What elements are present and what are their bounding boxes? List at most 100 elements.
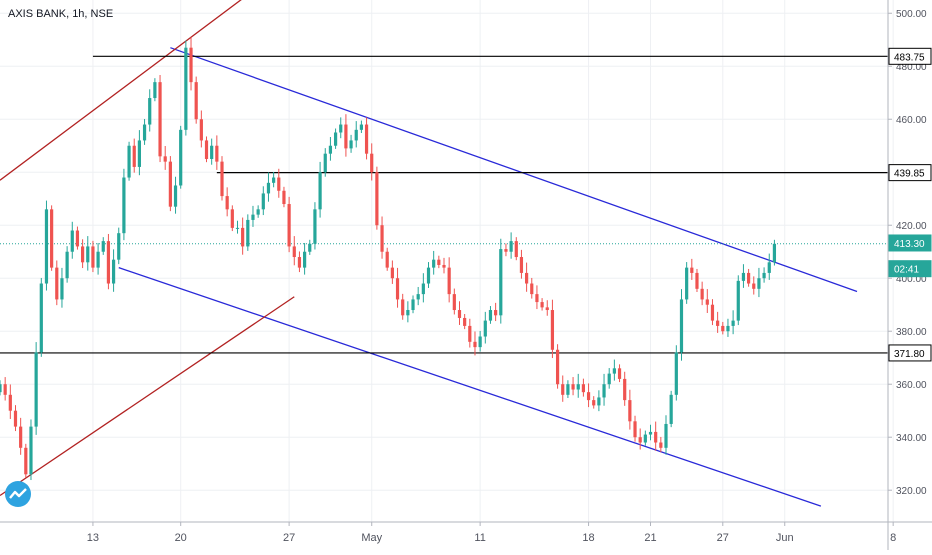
candle-body [411, 299, 415, 311]
tradingview-logo-icon[interactable] [5, 481, 31, 507]
candle-body [380, 225, 384, 252]
candle-body [117, 233, 121, 260]
candle-body [478, 336, 482, 348]
symbol-title: AXIS BANK, 1h, NSE [8, 8, 114, 20]
candle-body [669, 394, 673, 424]
channel-line [0, 296, 295, 497]
candle-body [561, 384, 565, 395]
candle-body [390, 267, 394, 279]
candle-body [339, 124, 343, 133]
price-tick-label: 400.00 [896, 274, 927, 285]
candle-body [432, 259, 436, 268]
candle-body [359, 124, 363, 130]
candle-body [24, 447, 28, 475]
candle-body [757, 278, 761, 289]
candle-body [349, 140, 353, 149]
price-tick-label: 320.00 [896, 486, 927, 497]
price-tick-label: 500.00 [896, 9, 927, 20]
candle-body [215, 145, 219, 162]
candle-body [313, 209, 317, 244]
time-tick-label: 20 [175, 532, 187, 544]
candle-body [530, 283, 534, 295]
candle-body [401, 299, 405, 316]
candle-body [266, 182, 271, 194]
candle-body [354, 129, 358, 141]
candle-body [287, 204, 291, 247]
candle-body [173, 185, 178, 207]
candle-body [535, 294, 539, 303]
candle-body [303, 251, 307, 268]
candle-body [318, 172, 322, 210]
price-tag [888, 344, 932, 362]
candle-body [370, 153, 374, 173]
candle-body [731, 320, 735, 326]
candle-body [597, 397, 601, 406]
candle-body [581, 384, 585, 393]
candle-body [741, 272, 746, 281]
candle-body [628, 400, 632, 422]
candle-body [416, 294, 420, 300]
candle-body [277, 177, 281, 191]
candle-body [664, 423, 668, 448]
candle-body [163, 156, 167, 162]
candle-body [612, 368, 616, 374]
candle-body [8, 394, 12, 411]
candle-body [111, 259, 116, 284]
candle-body [210, 145, 214, 159]
candle-body [679, 299, 684, 353]
trend-line [118, 267, 822, 507]
price-tick-label: 380.00 [896, 327, 927, 338]
candle-body [251, 214, 255, 220]
candle-body [540, 302, 544, 308]
candle-body [406, 310, 410, 316]
candle-body [767, 262, 771, 273]
candle-body [158, 82, 162, 157]
candle-body [592, 400, 596, 406]
candle-body [127, 145, 131, 178]
candle-body [0, 384, 2, 393]
price-tag-label: 02:41 [894, 265, 919, 276]
candle-body [457, 310, 462, 318]
candle-body [659, 442, 663, 448]
candle-body [695, 272, 699, 289]
candle-body [199, 119, 203, 141]
candle-body [297, 257, 302, 268]
candle-body [571, 384, 575, 390]
candle-body [328, 145, 333, 154]
candle-body [700, 288, 704, 300]
candle-body [638, 437, 642, 443]
candle-body [602, 384, 606, 398]
candle-body [323, 153, 327, 173]
price-tag [888, 260, 932, 278]
time-tick-label: Jun [776, 532, 794, 544]
candle-body [483, 320, 487, 337]
candle-body [716, 320, 720, 326]
candle-body [685, 267, 689, 300]
candle-body [566, 384, 570, 395]
candle-body [447, 267, 451, 295]
candle-body [623, 378, 627, 401]
candle-body [272, 177, 276, 183]
candle-body [726, 325, 730, 332]
candle-body [674, 352, 678, 395]
candle-body [50, 209, 54, 268]
candle-body [246, 219, 250, 247]
candle-body [13, 410, 18, 427]
candle-body [220, 161, 224, 197]
candle-body [60, 278, 64, 300]
candle-body [184, 47, 188, 130]
candle-body [39, 283, 43, 353]
candle-body [586, 392, 591, 401]
candle-body [550, 310, 555, 350]
price-tick-label: 360.00 [896, 380, 927, 391]
candle-body [648, 431, 653, 435]
candle-body [421, 283, 425, 295]
candle-body [499, 249, 503, 316]
candle-body [235, 227, 240, 229]
candle-body [504, 249, 508, 252]
candle-body [762, 272, 766, 279]
candle-body [690, 267, 694, 273]
candle-body [525, 272, 529, 284]
